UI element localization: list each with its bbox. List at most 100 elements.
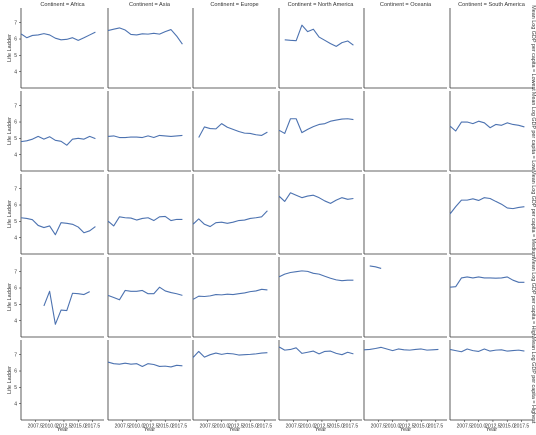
x-tick-label: 2012.5 <box>399 424 415 430</box>
series-line-r3-c5 <box>449 276 525 288</box>
series-line-r0-c1 <box>107 27 183 45</box>
x-tick-label: 2007.5 <box>200 424 216 430</box>
x-tick-label: 2015.0 <box>500 424 516 430</box>
x-tick-label: 2007.5 <box>115 424 131 430</box>
y-tick-label: 4 <box>14 401 17 407</box>
y-tick-label: 6 <box>14 37 17 43</box>
y-axis-title: Life Ladder <box>7 200 13 228</box>
series-line-r0-c0 <box>20 31 96 41</box>
x-tick-label: 2007.5 <box>457 424 473 430</box>
facet-panel-r3-c1 <box>107 257 191 338</box>
facet-panel-r0-c5 <box>449 8 533 89</box>
x-tick-label: 2010.0 <box>471 424 487 430</box>
x-tick-label: 2012.5 <box>143 424 159 430</box>
facet-panel-r0-c1 <box>107 8 191 89</box>
y-tick-label: 5 <box>14 302 17 308</box>
y-axis-title: Life Ladder <box>7 283 13 311</box>
x-tick-label: 2007.5 <box>371 424 387 430</box>
x-tick-label: 2015.0 <box>414 424 430 430</box>
y-axis-title: Life Ladder <box>7 34 13 62</box>
x-tick-label: 2012.5 <box>228 424 244 430</box>
x-tick-label: 2017.5 <box>343 424 359 430</box>
col-title-3: Continent = North America <box>288 2 355 8</box>
series-line-r4-c1 <box>107 361 183 368</box>
y-tick-label: 5 <box>14 219 17 225</box>
series-line-r4-c5 <box>449 348 525 353</box>
facet-panel-r1-c2 <box>192 91 276 172</box>
facet-panel-r3-c3 <box>278 257 362 338</box>
y-tick-label: 6 <box>14 203 17 209</box>
y-tick-label: 5 <box>14 136 17 142</box>
x-tick-label: 2010.0 <box>300 424 316 430</box>
facet-panel-r0-c4 <box>363 8 447 89</box>
series-line-r1-c0 <box>20 135 96 146</box>
facet-panel-r4-c5: 2007.5 2010.0 2012.5 2015.0 2017.5 Year <box>449 340 533 433</box>
x-tick-label: 2010.0 <box>129 424 145 430</box>
x-tick-label: 2012.5 <box>485 424 501 430</box>
col-title-5: Continent = South America <box>458 2 526 8</box>
series-line-r1-c2 <box>198 123 268 138</box>
facet-panel-r1-c3 <box>278 91 362 172</box>
series-line-r3-c4 <box>369 265 382 269</box>
y-tick-label: 6 <box>14 369 17 375</box>
series-line-r3-c0 <box>43 290 90 325</box>
row-label-1: Mean Log GDP per capita = Low <box>530 92 536 170</box>
facet-panel-r2-c2 <box>192 174 276 255</box>
y-axis-title: Life Ladder <box>7 366 13 394</box>
series-line-r3-c1 <box>107 286 183 301</box>
series-line-r1-c5 <box>449 120 525 132</box>
y-tick-label: 7 <box>14 103 17 109</box>
y-tick-label: 7 <box>14 352 17 358</box>
x-tick-label: 2012.5 <box>56 424 72 430</box>
x-tick-label: 2017.5 <box>428 424 444 430</box>
y-tick-label: 4 <box>14 235 17 241</box>
facet-panel-r2-c1 <box>107 174 191 255</box>
series-line-r4-c4 <box>363 346 439 352</box>
facet-panel-r1-c4 <box>363 91 447 172</box>
y-tick-label: 4 <box>14 318 17 324</box>
x-tick-label: 2017.5 <box>172 424 188 430</box>
row-label-2: Mean Log GDP per capita = Medium <box>530 170 536 258</box>
x-tick-label: 2010.0 <box>214 424 230 430</box>
x-tick-label: 2007.5 <box>28 424 44 430</box>
x-axis-title: Year <box>144 427 155 433</box>
series-line-r2-c0 <box>20 217 96 236</box>
facet-panel-r3-c0: 4 5 6 7 Life Ladder <box>7 257 104 338</box>
facet-panel-r0-c2 <box>192 8 276 89</box>
facet-panel-r3-c2 <box>192 257 276 338</box>
x-axis-title: Year <box>486 427 497 433</box>
x-tick-label: 2012.5 <box>314 424 330 430</box>
x-axis-title: Year <box>315 427 326 433</box>
x-tick-label: 2015.0 <box>329 424 345 430</box>
series-line-r3-c3 <box>278 270 354 282</box>
facet-panel-r4-c0: 4 5 6 7 Life Ladder 2007.5 2010.0 2012.5 2015.0 2… <box>7 340 104 433</box>
x-axis-title: Year <box>57 427 68 433</box>
row-label-4: Mean Log GDP per capita = Highest <box>530 337 536 424</box>
x-axis-title: Year <box>229 427 240 433</box>
col-title-2: Continent = Europe <box>210 2 258 8</box>
facet-panel-r1-c1 <box>107 91 191 172</box>
y-tick-label: 5 <box>14 53 17 59</box>
col-title-4: Continent = Oceania <box>380 2 432 8</box>
series-line-r3-c2 <box>192 288 268 300</box>
facet-panel-r4-c3: 2007.5 2010.0 2012.5 2015.0 2017.5 Year <box>278 340 362 433</box>
y-tick-label: 4 <box>14 152 17 158</box>
x-tick-label: 2017.5 <box>514 424 530 430</box>
col-title-0: Continent = Africa <box>40 2 85 8</box>
y-tick-label: 5 <box>14 385 17 391</box>
x-tick-label: 2017.5 <box>257 424 273 430</box>
facet-panel-r2-c5 <box>449 174 533 255</box>
x-tick-label: 2015.0 <box>71 424 87 430</box>
facet-panel-r4-c2: 2007.5 2010.0 2012.5 2015.0 2017.5 Year <box>192 340 276 433</box>
y-axis-title: Life Ladder <box>7 117 13 145</box>
y-tick-label: 6 <box>14 286 17 292</box>
y-tick-label: 7 <box>14 20 17 26</box>
facet-panel-r4-c1: 2007.5 2010.0 2012.5 2015.0 2017.5 Year <box>107 340 191 433</box>
x-tick-label: 2010.0 <box>385 424 401 430</box>
col-title-1: Continent = Asia <box>129 2 171 8</box>
series-line-r2-c5 <box>449 197 525 215</box>
y-tick-label: 6 <box>14 120 17 126</box>
x-tick-label: 2015.0 <box>243 424 259 430</box>
facet-panel-r0-c3 <box>278 8 362 89</box>
